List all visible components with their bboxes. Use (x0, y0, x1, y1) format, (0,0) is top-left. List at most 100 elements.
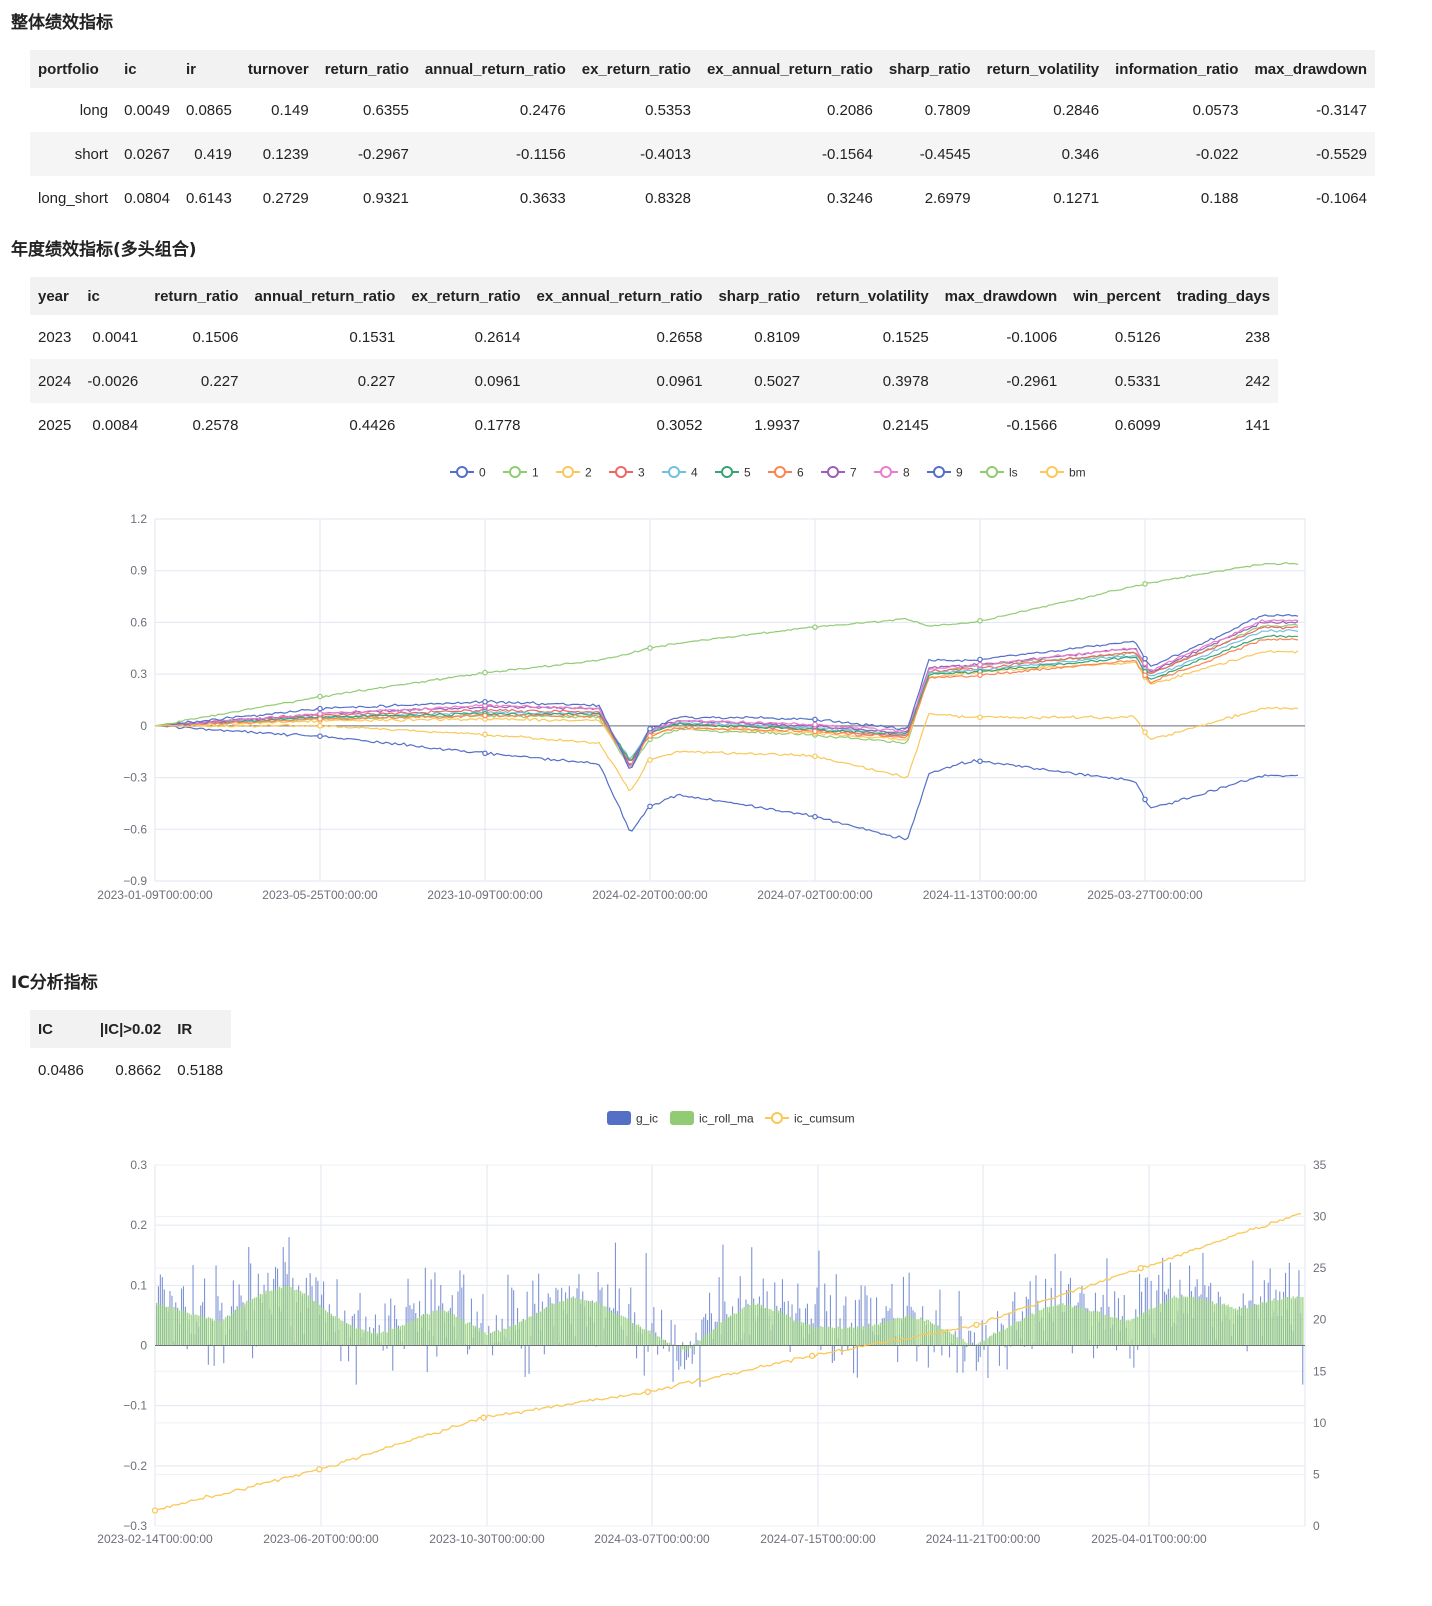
ic-roll-ma-bar (613, 1312, 615, 1346)
g-ic-bar (1302, 1345, 1304, 1385)
legend-item-ic_cumsum[interactable]: ic_cumsum (765, 1112, 855, 1126)
ic-roll-ma-bar (455, 1316, 457, 1346)
table-cell: -0.3147 (1316, 101, 1367, 119)
ic-roll-ma-bar (672, 1344, 674, 1346)
ic-roll-ma-bar (1196, 1298, 1198, 1346)
legend-item-3[interactable]: 3 (609, 466, 645, 480)
ic-roll-ma-bar (296, 1289, 298, 1346)
ic-roll-ma-bar (156, 1302, 158, 1346)
legend-item-4[interactable]: 4 (662, 466, 698, 480)
g-ic-bar (973, 1332, 975, 1346)
ic-roll-ma-bar (319, 1304, 321, 1346)
ic-roll-ma-bar (722, 1321, 724, 1346)
ic-roll-ma-bar (1037, 1309, 1039, 1346)
g-ic-bar (856, 1345, 858, 1378)
ic-roll-ma-bar (920, 1317, 922, 1346)
ic-roll-ma-bar (881, 1323, 884, 1346)
g-ic-bar (392, 1345, 394, 1371)
table-cell: 0.188 (1200, 189, 1239, 207)
legend-item-6[interactable]: 6 (768, 466, 804, 480)
ic-roll-ma-bar (1144, 1311, 1147, 1346)
ic-roll-ma-bar (503, 1328, 505, 1346)
g-ic-bar (1023, 1345, 1025, 1347)
ic-roll-ma-bar (1102, 1316, 1104, 1346)
ic-roll-ma-bar (772, 1311, 774, 1346)
ic-roll-ma-bar (238, 1308, 240, 1346)
ic-roll-ma-bar (1066, 1305, 1068, 1346)
g-ic-bar (495, 1315, 497, 1346)
ic-roll-ma-bar (265, 1290, 267, 1346)
ic-roll-ma-bar (826, 1326, 828, 1346)
g-ic-bar (722, 1244, 724, 1346)
ic-roll-ma-bar (515, 1325, 517, 1346)
ic-roll-ma-bar (440, 1310, 442, 1346)
ic-roll-ma-bar (887, 1321, 889, 1346)
ic-roll-ma-bar (851, 1326, 853, 1346)
g-ic-bar (858, 1299, 860, 1346)
g-ic-bar (461, 1287, 463, 1346)
ic-roll-ma-bar (278, 1286, 281, 1346)
ic-roll-ma-bar (349, 1325, 352, 1346)
ic-roll-ma-bar (1023, 1317, 1026, 1346)
g-ic-bar (699, 1345, 701, 1387)
ic-roll-ma-bar (626, 1318, 628, 1346)
ic-roll-ma-bar (157, 1303, 160, 1346)
legend-item-0[interactable]: 0 (450, 466, 486, 480)
legend-item-9[interactable]: 9 (927, 466, 963, 480)
x-tick-label: 2025-03-27T00:00:00 (1087, 888, 1203, 902)
ic-roll-ma-bar (384, 1330, 386, 1346)
legend-item-g_ic[interactable]: g_ic (607, 1111, 658, 1126)
ic-metrics-table: IC |IC|>0.02 IR 0.0486 0.8662 0.5188 (30, 1010, 232, 1092)
ic-roll-ma-bar (710, 1331, 713, 1346)
ic-roll-ma-bar (720, 1322, 722, 1346)
legend-item-bm[interactable]: bm (1040, 466, 1086, 480)
series-point-9 (317, 705, 323, 712)
g-ic-bar (403, 1345, 405, 1349)
ic-roll-ma-bar (1198, 1299, 1200, 1346)
legend-label: 8 (903, 466, 910, 480)
ic-roll-ma-bar (818, 1328, 820, 1346)
ic-roll-ma-bar (941, 1329, 943, 1346)
ic-roll-ma-bar (421, 1315, 423, 1346)
x-tick-label: 2025-04-01T00:00:00 (1091, 1532, 1207, 1546)
ic-roll-ma-bar (912, 1317, 914, 1346)
ic-roll-ma-bar (995, 1333, 997, 1346)
ic-roll-ma-bar (173, 1307, 175, 1346)
ic-roll-ma-bar (1254, 1305, 1256, 1346)
table-cell: -0.1566 (1006, 416, 1058, 434)
legend-item-5[interactable]: 5 (715, 466, 751, 480)
table-cell: 0.1239 (239, 132, 317, 176)
ic-roll-ma-bar (843, 1326, 845, 1346)
ic-roll-ma-bar (501, 1329, 503, 1346)
column-header: return_volatility (808, 277, 937, 315)
legend-item-8[interactable]: 8 (874, 466, 910, 480)
ic-roll-ma-bar (661, 1338, 663, 1346)
g-ic-bar (469, 1345, 471, 1350)
ic-roll-ma-bar (1298, 1297, 1300, 1346)
legend-item-ls[interactable]: ls (980, 466, 1018, 480)
g-ic-bar (436, 1345, 438, 1357)
ic-roll-ma-bar (1129, 1320, 1131, 1346)
ic-roll-ma-bar (221, 1322, 223, 1346)
ic-roll-ma-bar (709, 1332, 711, 1346)
legend-item-1[interactable]: 1 (503, 466, 539, 480)
ic-roll-ma-bar (532, 1316, 534, 1346)
ic-roll-ma-bar (1106, 1315, 1108, 1346)
legend-item-7[interactable]: 7 (821, 466, 857, 480)
table-cell: 1.9937 (754, 416, 801, 434)
ic-cumsum-point (973, 1321, 980, 1329)
ic-roll-ma-bar (493, 1331, 496, 1346)
ic-roll-ma-bar (1221, 1304, 1223, 1346)
ic-roll-ma-bar (1108, 1315, 1110, 1346)
legend-label: ic_cumsum (794, 1112, 855, 1126)
ic-roll-ma-bar (1100, 1312, 1102, 1346)
ic-roll-ma-bar (447, 1310, 450, 1346)
g-ic-bar (340, 1345, 342, 1362)
g-ic-bar (860, 1285, 862, 1346)
ic-roll-ma-bar (1290, 1298, 1292, 1346)
ic-roll-ma-bar (939, 1328, 941, 1346)
legend-item-ic_roll_ma[interactable]: ic_roll_ma (670, 1111, 754, 1126)
g-ic-bar (213, 1345, 215, 1366)
series-point-bm (317, 723, 323, 729)
legend-item-2[interactable]: 2 (556, 466, 592, 480)
